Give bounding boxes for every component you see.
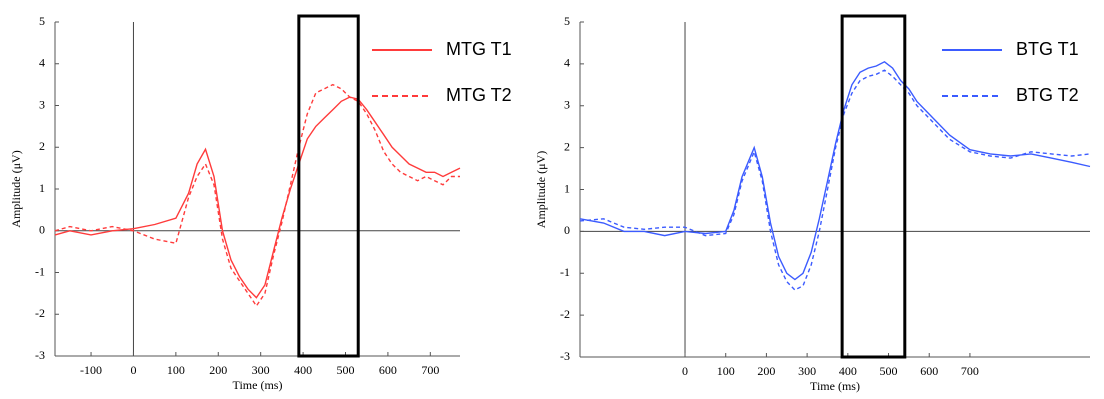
y-tick-label: 3 xyxy=(564,98,570,112)
x-tick-label: -100 xyxy=(80,363,102,377)
y-tick-label: 5 xyxy=(39,14,45,28)
chart-panel: -3 -2 -1 0 1 2 3 4 5 -100 0 100 200 300 400 500 600 700 Ti… xyxy=(9,14,512,392)
x-tick-label: 400 xyxy=(839,364,857,378)
y-tick-label: -1 xyxy=(35,264,45,278)
x-tick-label: 100 xyxy=(717,364,735,378)
y-tick-label: 0 xyxy=(564,223,570,237)
data-line xyxy=(54,83,460,308)
data-line xyxy=(579,60,1091,281)
x-tick-label: 700 xyxy=(421,363,439,377)
y-tick-label: 2 xyxy=(39,139,45,153)
x-tick-label: 500 xyxy=(336,363,354,377)
y-axis-label: Amplitude (μV) xyxy=(9,150,23,227)
y-tick-label: 1 xyxy=(564,181,570,195)
highlight-window xyxy=(840,14,907,359)
highlight-window xyxy=(297,14,360,358)
x-tick-label: 300 xyxy=(252,363,270,377)
y-tick-label: 0 xyxy=(39,223,45,237)
y-tick-label: -3 xyxy=(560,349,570,363)
y-axis-label: Amplitude (μV) xyxy=(534,151,548,228)
y-tick-label: -2 xyxy=(35,306,45,320)
x-axis-label: Time (ms) xyxy=(810,379,860,393)
y-tick-label: 3 xyxy=(39,97,45,111)
x-axis-label: Time (ms) xyxy=(233,378,283,392)
x-tick-label: 0 xyxy=(130,363,136,377)
legend-label: BTG T1 xyxy=(1016,39,1079,59)
y-tick-label: -2 xyxy=(560,307,570,321)
x-tick-label: 600 xyxy=(920,364,938,378)
x-tick-label: 300 xyxy=(798,364,816,378)
y-tick-label: 2 xyxy=(564,139,570,153)
chart-panel: -3 -2 -1 0 1 2 3 4 5 0 100 200 300 400 500 600 700 Time (… xyxy=(534,14,1091,393)
x-tick-label: 500 xyxy=(880,364,898,378)
y-tick-label: 5 xyxy=(564,14,570,28)
y-tick-label: -3 xyxy=(35,348,45,362)
x-tick-label: 200 xyxy=(209,363,227,377)
data-line xyxy=(579,69,1091,291)
x-tick-label: 200 xyxy=(757,364,775,378)
x-tick-label: 400 xyxy=(294,363,312,377)
legend-label: BTG T2 xyxy=(1016,85,1079,105)
y-tick-label: 4 xyxy=(564,56,570,70)
y-tick-label: 4 xyxy=(39,56,45,70)
legend-label: MTG T1 xyxy=(446,39,512,59)
data-line xyxy=(54,96,461,299)
y-tick-label: -1 xyxy=(560,265,570,279)
legend-label: MTG T2 xyxy=(446,85,512,105)
x-tick-label: 0 xyxy=(682,364,688,378)
y-tick-label: 1 xyxy=(39,181,45,195)
x-tick-label: 700 xyxy=(961,364,979,378)
x-tick-label: 100 xyxy=(167,363,185,377)
x-tick-label: 600 xyxy=(379,363,397,377)
